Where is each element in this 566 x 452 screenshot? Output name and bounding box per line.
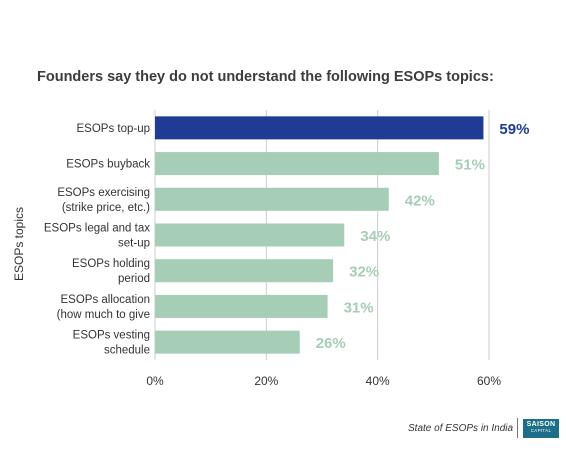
category-label: ESOPs top-up [76, 123, 150, 135]
bar [155, 330, 300, 354]
data-label: 59% [499, 121, 529, 138]
bar [155, 223, 345, 247]
x-tick-label: 60% [477, 374, 501, 388]
category-label: period [118, 273, 150, 285]
logo-text-line1: SAISON [526, 421, 556, 428]
chart-title: Founders say they do not understand the … [37, 69, 494, 85]
x-tick-label: 40% [366, 374, 390, 388]
category-label: ESOPs holding [72, 258, 150, 270]
saison-capital-logo: SAISON CAPITAL [523, 419, 559, 438]
footer-divider [517, 418, 518, 438]
data-label: 51% [455, 157, 485, 174]
category-label: ESOPs vesting [73, 330, 150, 342]
category-label: schedule [104, 345, 150, 357]
bar [155, 259, 334, 283]
category-label: ESOPs legal and tax [44, 223, 150, 235]
category-label: ESOPs exercising [57, 187, 150, 199]
category-label: ESOPs allocation [61, 294, 151, 306]
category-label: ESOPs buyback [66, 159, 150, 171]
bar [155, 116, 484, 140]
category-label: (how much to give [57, 309, 150, 321]
x-tick-label: 0% [146, 374, 164, 388]
data-label: 26% [316, 335, 346, 352]
source-caption: State of ESOPs in India [408, 423, 514, 434]
category-label: (strike price, etc.) [62, 202, 150, 214]
x-tick-label: 20% [254, 374, 278, 388]
bar [155, 294, 328, 318]
data-label: 42% [405, 192, 435, 209]
bar [155, 152, 439, 176]
category-label: set-up [118, 238, 150, 250]
data-label: 34% [360, 228, 390, 245]
logo-text-line2: CAPITAL [530, 428, 552, 433]
bar [155, 187, 389, 211]
data-label: 32% [349, 264, 379, 281]
data-label: 31% [344, 299, 374, 316]
